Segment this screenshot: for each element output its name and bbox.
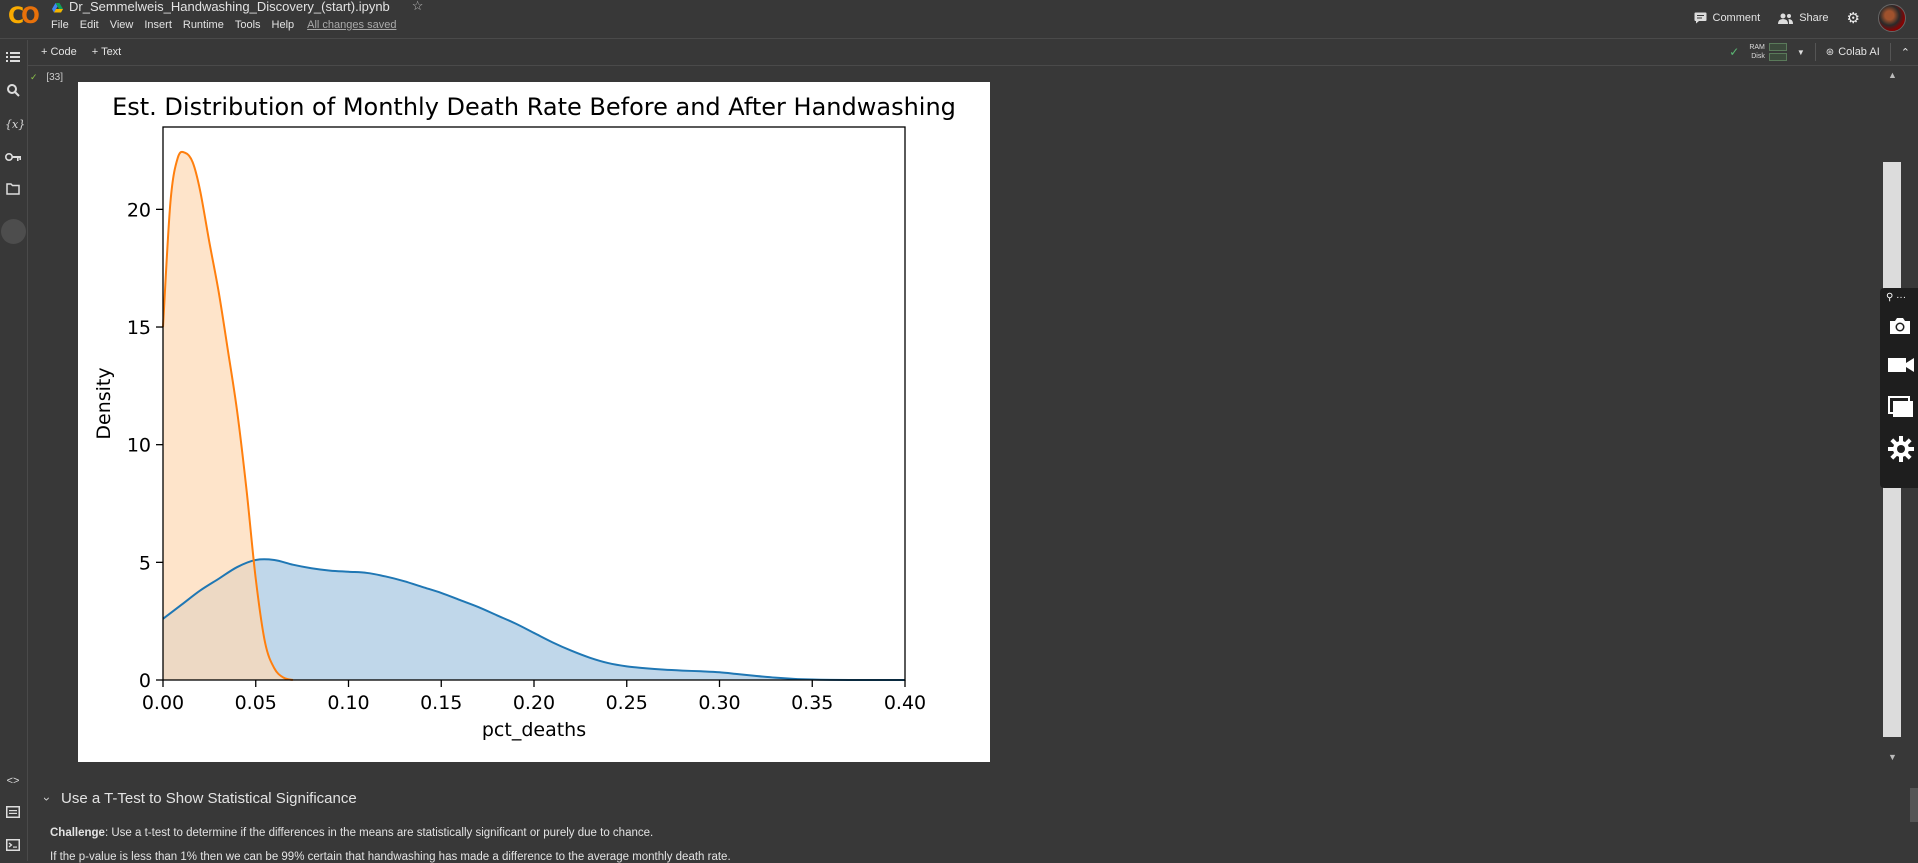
share-label: Share <box>1799 12 1829 24</box>
menu-view[interactable]: View <box>109 19 134 31</box>
save-status[interactable]: All changes saved <box>307 19 397 31</box>
command-palette-icon[interactable] <box>5 806 21 822</box>
divider <box>28 65 1918 66</box>
active-indicator <box>1 219 26 244</box>
page-scroll-thumb[interactable] <box>1910 788 1918 822</box>
account-avatar[interactable] <box>1878 4 1906 32</box>
density-line-0 <box>162 558 905 682</box>
x-tick-label: 0.40 <box>884 692 926 714</box>
y-tick-label: 5 <box>139 552 151 574</box>
run-status-check-icon: ✓ <box>30 72 38 82</box>
menu-tools[interactable]: Tools <box>234 19 261 31</box>
menu-insert[interactable]: Insert <box>144 19 172 31</box>
title-row: Dr_Semmelweis_Handwashing_Discovery_(sta… <box>52 0 423 14</box>
collapse-chevron-icon[interactable]: › <box>40 796 54 801</box>
execution-count: [33] <box>46 72 64 83</box>
floating-capture-toolbar: ⚲ ··· <box>1880 288 1918 488</box>
colab-ai-icon: ⊛ <box>1825 46 1835 58</box>
comment-button[interactable]: Comment <box>1694 12 1761 24</box>
colab-ai-label: Colab AI <box>1838 46 1880 58</box>
comment-icon <box>1694 12 1706 24</box>
divider <box>1889 43 1891 61</box>
video-camera-icon[interactable] <box>1888 356 1914 379</box>
drive-icon <box>52 1 63 13</box>
top-bar: CO Dr_Semmelweis_Handwashing_Discovery_(… <box>0 0 1918 38</box>
left-sidebar: {x} <> <box>0 40 28 861</box>
notebook-toolbar: + Code + Text ✓ RAM Disk ▼ ⊛ Colab AI ⌃ <box>28 40 1918 64</box>
menu-edit[interactable]: Edit <box>79 19 99 31</box>
ram-disk-indicator[interactable]: RAM Disk <box>1749 43 1787 61</box>
menu-help[interactable]: Help <box>271 19 295 31</box>
collapse-chevron-icon[interactable]: ⌃ <box>1900 46 1910 59</box>
disk-bar <box>1768 53 1787 61</box>
add-text-button[interactable]: + Text <box>91 46 122 58</box>
section-title: Use a T-Test to Show Statistical Signifi… <box>61 790 357 807</box>
window-capture-icon[interactable] <box>1888 396 1914 423</box>
x-tick-label: 0.30 <box>698 692 740 714</box>
density-line-1 <box>162 150 294 681</box>
density-fill-0 <box>163 559 905 681</box>
search-icon[interactable] <box>5 84 21 100</box>
code-snippets-icon[interactable]: <> <box>6 775 20 787</box>
chart-title: Est. Distribution of Monthly Death Rate … <box>112 93 956 121</box>
x-tick-label: 0.05 <box>235 692 277 714</box>
settings-gear-icon[interactable] <box>1888 436 1914 467</box>
share-people-icon <box>1778 13 1794 24</box>
notebook-title[interactable]: Dr_Semmelweis_Handwashing_Discovery_(sta… <box>69 0 390 14</box>
cell-gutter: ✓ [33] <box>30 72 63 83</box>
ram-label: RAM <box>1749 44 1765 51</box>
cell-output-plot: 0.00 0.05 0.10 0.15 0.20 0.25 0.30 0.35 0.40 0 5 10… <box>78 82 990 762</box>
x-axis-label: pct_deaths <box>482 719 586 741</box>
scroll-down-arrow-icon[interactable]: ▼ <box>1888 752 1897 762</box>
x-tick-label: 0.25 <box>606 692 648 714</box>
runtime-dropdown-icon[interactable]: ▼ <box>1796 47 1805 57</box>
divider <box>0 38 1918 39</box>
paragraph-line: If the p-value is less than 1% then we c… <box>50 851 731 863</box>
y-axis-label: Density <box>93 367 115 439</box>
y-tick-label: 15 <box>127 317 151 339</box>
section-heading[interactable]: › Use a T-Test to Show Statistical Signi… <box>40 790 357 807</box>
disk-label: Disk <box>1751 53 1765 60</box>
pin-more-icon[interactable]: ⚲ ··· <box>1886 292 1907 303</box>
challenge-label: Challenge <box>50 827 105 839</box>
kde-chart: 0.00 0.05 0.10 0.15 0.20 0.25 0.30 0.35 0.40 0 5 10… <box>93 93 956 741</box>
y-tick-label: 20 <box>127 199 151 221</box>
comment-label: Comment <box>1712 12 1761 24</box>
colab-logo[interactable]: CO <box>8 4 40 29</box>
menu-bar: File Edit View Insert Runtime Tools Help… <box>51 19 407 31</box>
add-code-button[interactable]: + Code <box>41 46 77 58</box>
y-tick-label: 10 <box>127 435 151 457</box>
connected-check-icon: ✓ <box>1729 45 1740 59</box>
x-tick-label: 0.15 <box>420 692 462 714</box>
star-icon[interactable]: ☆ <box>411 0 424 13</box>
x-tick-label: 0.20 <box>513 692 555 714</box>
ram-bar <box>1768 43 1787 51</box>
divider <box>1814 43 1816 61</box>
variables-icon[interactable]: {x} <box>5 118 26 131</box>
menu-runtime[interactable]: Runtime <box>182 19 224 31</box>
x-tick-label: 0.10 <box>327 692 369 714</box>
challenge-paragraph: Challenge: Use a t-test to determine if … <box>50 827 653 839</box>
secrets-key-icon[interactable] <box>4 150 21 166</box>
x-tick-label: 0.00 <box>142 692 184 714</box>
camera-icon[interactable] <box>1888 316 1912 341</box>
terminal-icon[interactable] <box>5 839 21 855</box>
x-tick-label: 0.35 <box>791 692 833 714</box>
table-of-contents-icon[interactable] <box>5 51 21 67</box>
top-right-actions: Comment Share ⚙ <box>1694 4 1906 32</box>
colab-ai-button[interactable]: ⊛ Colab AI <box>1826 46 1880 58</box>
share-button[interactable]: Share <box>1778 12 1829 24</box>
settings-gear-icon[interactable]: ⚙ <box>1846 10 1860 27</box>
challenge-text: : Use a t-test to determine if the diffe… <box>104 827 654 839</box>
menu-file[interactable]: File <box>51 19 69 31</box>
runtime-status: ✓ RAM Disk ▼ ⊛ Colab AI ⌃ <box>1729 40 1918 64</box>
scroll-up-arrow-icon[interactable]: ▲ <box>1888 70 1897 80</box>
files-folder-icon[interactable] <box>5 183 21 199</box>
y-tick-label: 0 <box>139 670 151 692</box>
density-fill-1 <box>163 151 293 681</box>
